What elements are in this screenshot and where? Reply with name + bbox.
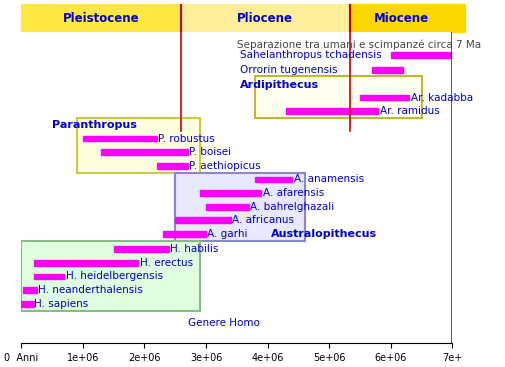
Bar	[23, 287, 37, 293]
Text: Miocene: Miocene	[374, 12, 429, 25]
Bar	[256, 177, 292, 182]
Bar	[21, 4, 181, 32]
Text: Paranthropus: Paranthropus	[52, 120, 137, 130]
Text: Ardipithecus: Ardipithecus	[240, 80, 319, 90]
Bar	[181, 4, 350, 32]
Text: H. heidelbergensis: H. heidelbergensis	[66, 272, 163, 281]
Text: Ar. kadabba: Ar. kadabba	[411, 92, 473, 103]
Text: A. anamensis: A. anamensis	[293, 174, 364, 185]
Text: Pliocene: Pliocene	[237, 12, 293, 25]
Text: H. erectus: H. erectus	[139, 258, 193, 268]
Bar	[360, 95, 409, 101]
Bar	[350, 4, 465, 32]
Text: H. neanderthalensis: H. neanderthalensis	[37, 285, 142, 295]
Bar	[372, 68, 403, 73]
Text: P. aethiopicus: P. aethiopicus	[189, 161, 261, 171]
Bar	[157, 163, 187, 169]
Bar	[114, 246, 169, 252]
Text: H. habilis: H. habilis	[170, 244, 219, 254]
Bar	[163, 231, 206, 237]
Text: Australopithecus: Australopithecus	[271, 229, 377, 239]
Text: P. boisei: P. boisei	[189, 147, 231, 157]
Text: Sahelanthropus tchadensis: Sahelanthropus tchadensis	[240, 50, 382, 60]
Bar	[34, 260, 138, 266]
Bar	[175, 172, 305, 241]
Bar	[256, 76, 422, 118]
Bar	[34, 273, 65, 279]
Bar	[21, 301, 34, 306]
Bar	[391, 52, 465, 58]
Text: Ar. ramidus: Ar. ramidus	[380, 106, 439, 116]
Bar	[175, 218, 231, 223]
Text: Orrorin tugenensis: Orrorin tugenensis	[240, 65, 337, 75]
Text: Pleistocene: Pleistocene	[63, 12, 139, 25]
Bar	[83, 136, 157, 141]
Bar	[200, 190, 262, 196]
Text: A. garhi: A. garhi	[207, 229, 248, 239]
Text: A. afarensis: A. afarensis	[263, 188, 324, 198]
Bar	[21, 241, 200, 311]
Bar	[77, 118, 200, 172]
Text: A. bahrelghazali: A. bahrelghazali	[250, 202, 335, 212]
Text: A. africanus: A. africanus	[232, 215, 294, 225]
Bar	[286, 108, 378, 114]
Text: Genere Homo: Genere Homo	[187, 319, 260, 328]
Text: Separazione tra umani e scimpanzé circa 7 Ma: Separazione tra umani e scimpanzé circa …	[237, 39, 481, 50]
Bar	[102, 149, 187, 155]
Bar	[206, 204, 249, 210]
Text: H. sapiens: H. sapiens	[34, 299, 88, 309]
Text: P. robustus: P. robustus	[158, 134, 215, 143]
